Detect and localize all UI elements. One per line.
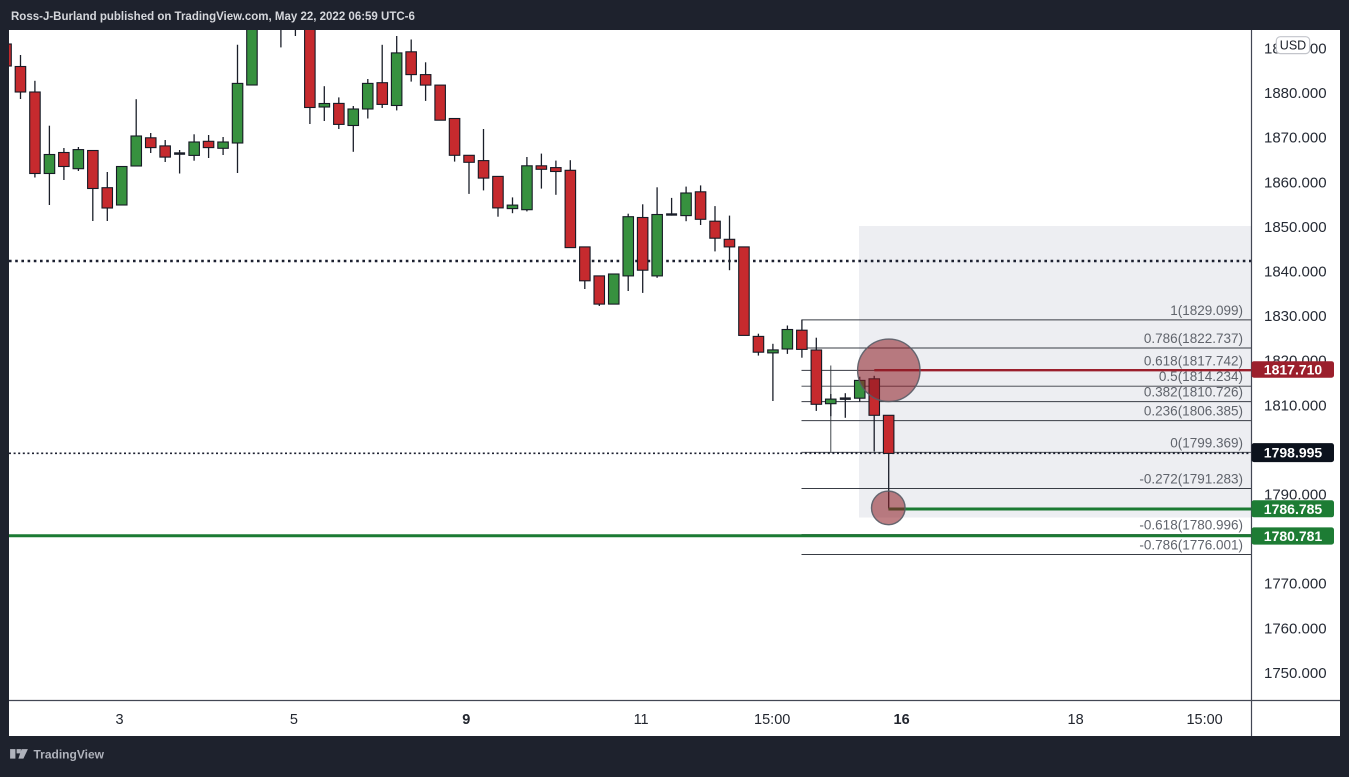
svg-text:Ross-J-Burland published on Tr: Ross-J-Burland published on TradingView.… xyxy=(11,11,415,23)
svg-text:1830.000: 1830.000 xyxy=(1264,308,1327,325)
svg-text:-0.786(1776.001): -0.786(1776.001) xyxy=(1139,538,1243,553)
svg-text:1786.785: 1786.785 xyxy=(1264,501,1323,517)
svg-text:5: 5 xyxy=(290,712,298,728)
svg-text:-0.618(1780.996): -0.618(1780.996) xyxy=(1139,518,1243,533)
svg-text:0(1799.369): 0(1799.369) xyxy=(1170,435,1243,450)
svg-text:9: 9 xyxy=(462,712,470,728)
svg-text:0.618(1817.742): 0.618(1817.742) xyxy=(1144,353,1243,368)
svg-text:-0.272(1791.283): -0.272(1791.283) xyxy=(1139,472,1243,487)
svg-text:1770.000: 1770.000 xyxy=(1264,576,1327,593)
svg-text:1780.781: 1780.781 xyxy=(1264,528,1323,544)
svg-text:16: 16 xyxy=(894,712,910,728)
svg-text:1840.000: 1840.000 xyxy=(1264,264,1327,281)
svg-text:11: 11 xyxy=(634,712,649,728)
svg-text:18: 18 xyxy=(1068,712,1084,728)
svg-text:1(1829.099): 1(1829.099) xyxy=(1170,303,1243,318)
svg-text:15:00: 15:00 xyxy=(1186,712,1222,728)
svg-text:15:00: 15:00 xyxy=(754,712,790,728)
svg-text:1817.710: 1817.710 xyxy=(1264,362,1323,378)
svg-text:1798.995: 1798.995 xyxy=(1264,445,1323,461)
svg-text:3: 3 xyxy=(115,712,123,728)
svg-text:1790.000: 1790.000 xyxy=(1264,487,1327,504)
svg-text:0.786(1822.737): 0.786(1822.737) xyxy=(1144,331,1243,346)
svg-text:TradingView: TradingView xyxy=(34,747,105,761)
svg-text:1850.000: 1850.000 xyxy=(1264,219,1327,236)
svg-text:1860.000: 1860.000 xyxy=(1264,174,1327,191)
svg-text:0.382(1810.726): 0.382(1810.726) xyxy=(1144,385,1243,400)
svg-text:1880.000: 1880.000 xyxy=(1264,85,1327,102)
svg-text:1810.000: 1810.000 xyxy=(1264,397,1327,414)
svg-text:1870.000: 1870.000 xyxy=(1264,130,1327,147)
svg-text:USD: USD xyxy=(1280,39,1306,53)
svg-text:1760.000: 1760.000 xyxy=(1264,620,1327,637)
svg-text:1750.000: 1750.000 xyxy=(1264,665,1327,682)
svg-text:0.5(1814.234): 0.5(1814.234) xyxy=(1159,369,1243,384)
svg-text:0.236(1806.385): 0.236(1806.385) xyxy=(1144,404,1243,419)
